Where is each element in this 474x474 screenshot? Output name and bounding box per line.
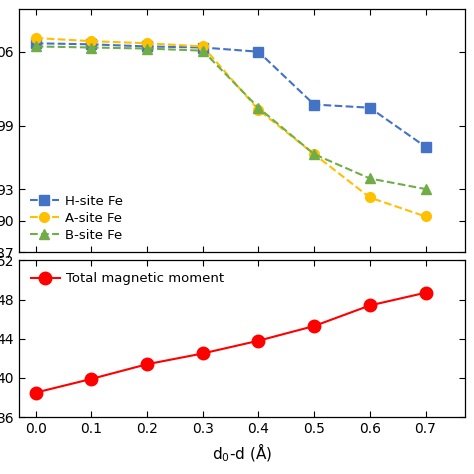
Total magnetic moment: [255, 338, 261, 344]
H-site Fe: [144, 44, 150, 49]
Legend: H-site Fe, A-site Fe, B-site Fe: H-site Fe, A-site Fe, B-site Fe: [26, 191, 127, 246]
Total magnetic moment: [33, 390, 38, 395]
A-site Fe: [423, 214, 428, 219]
B-site Fe: [89, 45, 94, 50]
H-site Fe: [89, 42, 94, 47]
Line: Total magnetic moment: Total magnetic moment: [29, 286, 432, 399]
H-site Fe: [255, 49, 261, 55]
Total magnetic moment: [89, 376, 94, 382]
A-site Fe: [200, 44, 206, 49]
Legend: Total magnetic moment: Total magnetic moment: [26, 267, 230, 291]
A-site Fe: [144, 40, 150, 46]
B-site Fe: [255, 105, 261, 110]
Line: B-site Fe: B-site Fe: [31, 42, 430, 194]
Line: A-site Fe: A-site Fe: [31, 33, 430, 221]
H-site Fe: [33, 40, 38, 46]
H-site Fe: [423, 144, 428, 150]
B-site Fe: [423, 186, 428, 192]
B-site Fe: [33, 44, 38, 49]
Total magnetic moment: [367, 302, 373, 308]
A-site Fe: [33, 35, 38, 41]
B-site Fe: [144, 46, 150, 51]
H-site Fe: [367, 105, 373, 110]
Total magnetic moment: [423, 290, 428, 296]
X-axis label: d$_0$-d (Å): d$_0$-d (Å): [212, 442, 272, 464]
Total magnetic moment: [311, 323, 317, 329]
Total magnetic moment: [144, 361, 150, 367]
B-site Fe: [311, 151, 317, 157]
A-site Fe: [311, 151, 317, 157]
A-site Fe: [255, 107, 261, 113]
H-site Fe: [200, 45, 206, 50]
Line: H-site Fe: H-site Fe: [31, 38, 430, 152]
Total magnetic moment: [200, 351, 206, 356]
A-site Fe: [89, 38, 94, 44]
H-site Fe: [311, 102, 317, 108]
B-site Fe: [367, 176, 373, 182]
B-site Fe: [200, 48, 206, 54]
A-site Fe: [367, 195, 373, 201]
